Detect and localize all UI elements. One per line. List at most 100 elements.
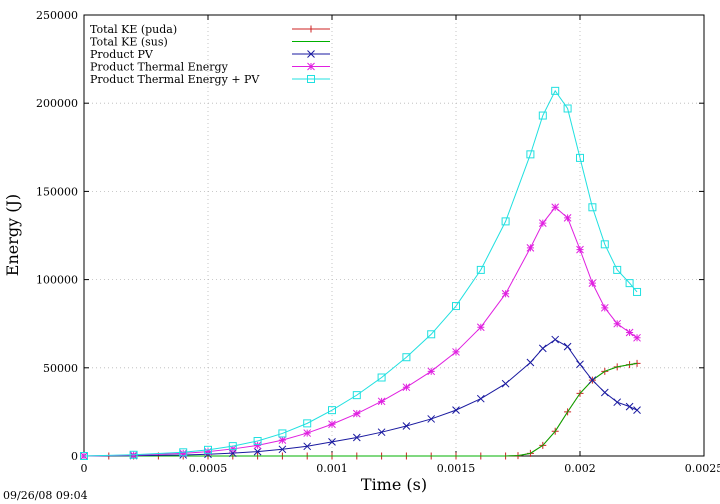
- x-marker: [501, 379, 510, 388]
- star-marker: [179, 449, 188, 458]
- y-tick-label: 0: [71, 450, 78, 463]
- y-tick-label: 200000: [36, 97, 78, 110]
- star-marker: [452, 348, 460, 356]
- square-marker: [600, 240, 609, 249]
- square-marker: [352, 391, 361, 400]
- square-marker: [538, 111, 547, 120]
- star-marker: [576, 245, 584, 254]
- square-marker: [303, 419, 312, 428]
- star-marker: [303, 429, 312, 437]
- star-marker: [328, 420, 336, 429]
- x-tick-label: 0.0025: [685, 462, 720, 475]
- square-marker: [501, 217, 510, 226]
- x-marker: [328, 438, 336, 446]
- data-series: [80, 86, 642, 460]
- series-line: [84, 362, 638, 457]
- square-marker: [179, 448, 188, 457]
- star-marker: [402, 383, 411, 392]
- x-marker: [307, 50, 315, 58]
- square-marker: [80, 452, 88, 460]
- grid-lines: [84, 15, 704, 456]
- square-marker: [551, 86, 560, 95]
- x-marker: [452, 406, 460, 414]
- x-tick-label: 0.001: [316, 462, 348, 475]
- star-marker: [377, 397, 386, 406]
- star-marker: [625, 328, 634, 337]
- x-marker: [538, 344, 547, 353]
- star-marker: [476, 323, 485, 332]
- x-tick-label: 0.0005: [189, 462, 228, 475]
- star-marker: [588, 279, 597, 287]
- square-marker: [476, 265, 485, 274]
- star-marker: [204, 447, 212, 456]
- square-marker: [402, 353, 411, 362]
- x-marker: [551, 335, 560, 344]
- square-marker: [328, 406, 336, 415]
- x-marker: [352, 433, 361, 442]
- square-marker: [588, 203, 597, 212]
- square-marker: [253, 437, 262, 446]
- series-1: [84, 362, 638, 457]
- star-marker: [600, 303, 609, 312]
- square-marker: [427, 330, 436, 339]
- star-marker: [633, 333, 641, 342]
- square-marker: [307, 75, 315, 83]
- y-tick-label: 250000: [36, 9, 78, 22]
- x-marker: [526, 358, 535, 367]
- x-marker: [633, 406, 641, 414]
- x-marker: [253, 447, 262, 456]
- square-marker: [204, 445, 212, 454]
- x-tick-label: 0.0015: [437, 462, 476, 475]
- star-marker: [352, 409, 361, 418]
- x-marker: [377, 428, 386, 437]
- x-axis-label: Time (s): [361, 475, 427, 494]
- series-2: [80, 335, 641, 460]
- legend-entry-label: Product Thermal Energy: [90, 61, 229, 74]
- square-marker: [633, 287, 642, 296]
- legend-entry-label: Product PV: [90, 48, 154, 61]
- legend-entry-label: Total KE (sus): [90, 36, 168, 49]
- series-0: [80, 359, 641, 460]
- series-line: [83, 206, 638, 457]
- x-marker: [476, 394, 485, 403]
- timestamp-label: 09/26/08 09:04: [3, 489, 88, 502]
- star-marker: [228, 445, 237, 453]
- plus-marker: [307, 25, 315, 33]
- square-marker: [526, 150, 535, 159]
- star-marker: [253, 441, 262, 450]
- x-marker: [303, 442, 312, 451]
- y-axis-ticks: 0 50000 100000 150000 200000 250000: [36, 9, 704, 463]
- y-tick-label: 150000: [36, 185, 78, 198]
- x-marker: [613, 398, 622, 407]
- x-marker: [576, 360, 584, 369]
- x-tick-label: 0.002: [564, 462, 596, 475]
- series-3: [80, 203, 641, 460]
- star-marker: [427, 367, 436, 376]
- x-marker: [402, 422, 411, 430]
- star-marker: [563, 214, 572, 222]
- x-marker: [427, 415, 436, 423]
- series-line: [83, 89, 638, 457]
- star-marker: [278, 436, 287, 444]
- square-marker: [228, 442, 237, 451]
- square-marker: [613, 265, 622, 274]
- star-marker: [551, 203, 560, 212]
- star-marker: [501, 289, 510, 298]
- square-marker: [576, 153, 584, 162]
- series-4: [80, 86, 642, 460]
- square-marker: [452, 302, 460, 311]
- x-marker: [278, 445, 287, 454]
- square-marker: [625, 279, 634, 288]
- star-marker: [538, 219, 547, 228]
- x-marker: [625, 402, 634, 411]
- y-tick-label: 50000: [43, 362, 78, 375]
- star-marker: [613, 319, 622, 328]
- y-tick-label: 100000: [36, 274, 78, 287]
- x-tick-label: 0: [81, 462, 88, 475]
- square-marker: [377, 373, 386, 382]
- legend: Total KE (puda)Total KE (sus)Product PVP…: [90, 23, 330, 86]
- square-marker: [129, 450, 138, 459]
- legend-entry-label: Total KE (puda): [90, 23, 177, 36]
- legend-entry-label: Product Thermal Energy + PV: [90, 73, 260, 86]
